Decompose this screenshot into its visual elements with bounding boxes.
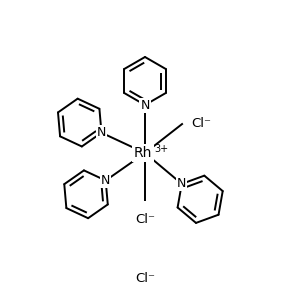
Text: Cl⁻: Cl⁻ [135, 271, 155, 285]
Text: Cl⁻: Cl⁻ [191, 117, 211, 130]
Text: Rh: Rh [134, 146, 152, 160]
Text: N: N [140, 99, 150, 111]
Text: N: N [101, 174, 110, 187]
Text: N: N [97, 126, 106, 139]
Text: 3+: 3+ [154, 144, 168, 154]
Text: N: N [177, 177, 186, 190]
Text: Cl⁻: Cl⁻ [135, 213, 155, 226]
